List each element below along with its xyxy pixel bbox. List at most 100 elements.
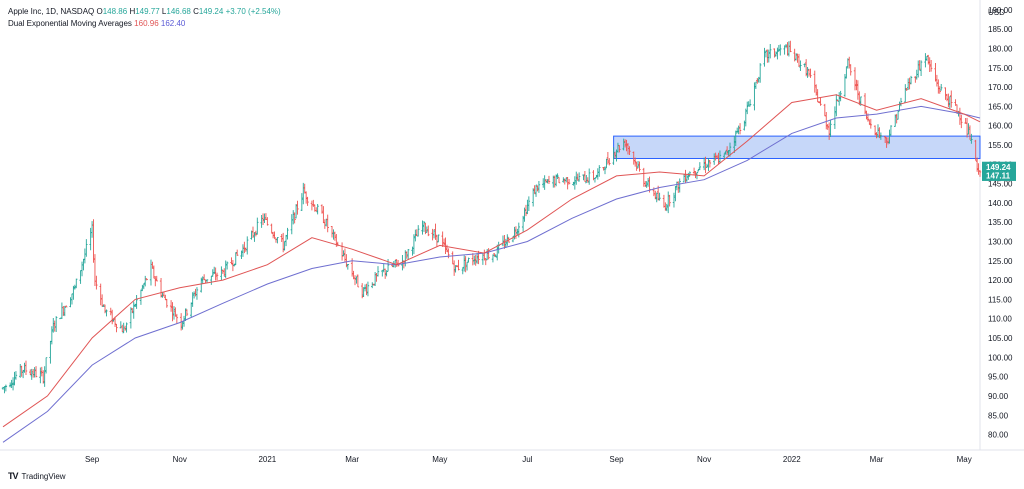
ohlc-bar (175, 313, 179, 324)
ohlc-bar (477, 250, 480, 265)
y-tick-label: 130.00 (988, 238, 1013, 247)
y-axis-unit: USD (988, 8, 1005, 17)
ohlc-bar (879, 132, 883, 140)
ohlc-bar (437, 234, 440, 243)
ohlc-bar (346, 264, 350, 270)
ohlc-bar (746, 101, 749, 115)
ohlc-bar (593, 177, 597, 183)
ohlc-bar (678, 178, 681, 193)
y-tick-label: 155.00 (988, 141, 1013, 150)
ohlc-bar (135, 294, 138, 309)
ohlc-bar (938, 86, 941, 94)
legend-open: 148.86 (102, 7, 128, 16)
ohlc-bar (235, 249, 239, 256)
ohlc-bar (537, 181, 541, 193)
ohlc-bar (577, 172, 581, 182)
ohlc-bar (779, 44, 782, 56)
y-tick-label: 180.00 (988, 44, 1013, 53)
ohlc-bar (658, 192, 661, 201)
ohlc-bar (835, 94, 838, 117)
ohlc-bar (14, 371, 18, 380)
ohlc-bar (246, 236, 249, 255)
ohlc-bar (708, 159, 712, 168)
y-tick-label: 85.00 (988, 411, 1009, 420)
legend-low-label: L (161, 7, 167, 16)
ohlc-bar (427, 225, 430, 237)
ohlc-bar (598, 165, 601, 177)
ohlc-bar (628, 146, 631, 155)
x-tick-label: Sep (609, 455, 624, 464)
ohlc-bar (34, 366, 38, 378)
ohlc-bar (211, 269, 214, 277)
ohlc-bar (125, 322, 128, 333)
ohlc-bar (929, 60, 933, 72)
ohlc-bar (454, 265, 457, 273)
legend-high: 149.77 (135, 7, 160, 16)
ohlc-bar (527, 196, 531, 212)
ema-slow-line (2, 105, 981, 443)
chart-legend: Apple Inc, 1D, NASDAQ O148.86 H149.77 L1… (8, 6, 281, 30)
ohlc-bar (950, 90, 953, 108)
ohlc-bar (809, 68, 812, 78)
y-tick-label: 145.00 (988, 180, 1013, 189)
ohlc-bar (115, 323, 118, 333)
ohlc-bar (849, 64, 852, 76)
legend-close-label: C (193, 7, 199, 16)
ohlc-bar (567, 178, 571, 185)
ohlc-bar (829, 119, 832, 137)
x-tick-label: Nov (697, 455, 711, 464)
ohlc-bar (940, 83, 943, 91)
price-label-badge (982, 169, 1016, 181)
ohlc-bar (326, 214, 329, 233)
ohlc-bar (638, 161, 641, 172)
x-tick-label: Nov (173, 455, 187, 464)
ohlc-bar (110, 309, 114, 325)
legend-ema-fast: 160.96 (134, 19, 159, 28)
price-label-text: 147.11 (986, 171, 1011, 180)
y-tick-label: 120.00 (988, 276, 1013, 285)
legend-symbol: Apple Inc, 1D, NASDAQ (8, 7, 95, 16)
ohlc-bar (487, 248, 490, 260)
y-tick-label: 105.00 (988, 334, 1013, 343)
ohlc-bar (113, 316, 117, 328)
brand-name: TradingView (21, 471, 66, 481)
ohlc-bar (306, 196, 309, 206)
ohlc-bar (286, 227, 289, 240)
y-tick-label: 175.00 (988, 64, 1013, 73)
ohlc-bar (714, 152, 717, 161)
ohlc-bar (534, 184, 538, 197)
ohlc-bar (547, 175, 551, 185)
ohlc-bar (24, 360, 28, 376)
ohlc-bar (960, 114, 963, 129)
ohlc-bar (165, 298, 168, 308)
ohlc-bar (406, 248, 410, 260)
ohlc-bar (618, 145, 621, 153)
ohlc-bar (95, 275, 98, 290)
ohlc-bar (256, 217, 259, 235)
ohlc-bar (970, 133, 973, 144)
price-label-text: 149.24 (986, 163, 1011, 172)
legend-low: 146.68 (166, 7, 191, 16)
y-tick-label: 90.00 (988, 392, 1009, 401)
ohlc-bar (603, 166, 607, 175)
x-tick-label: Jul (522, 455, 532, 464)
price-label-badge (982, 161, 1016, 173)
ohlc-bar (184, 308, 187, 322)
tradingview-brand[interactable]: TV TradingView (8, 471, 66, 481)
ohlc-bar (819, 97, 822, 106)
ohlc-bar (457, 259, 460, 271)
y-tick-label: 100.00 (988, 353, 1013, 362)
ohlc-bar (556, 173, 559, 180)
legend-change: +3.70 (+2.54%) (225, 7, 281, 16)
ohlc-bar (758, 63, 762, 83)
ohlc-bar (718, 150, 722, 163)
y-tick-label: 80.00 (988, 431, 1009, 440)
ohlc-bar (889, 125, 893, 136)
ohlc-bar (698, 162, 702, 171)
ohlc-bar (376, 266, 380, 277)
ohlc-bar (155, 275, 158, 282)
ohlc-bar (869, 118, 873, 129)
ohlc-bar (225, 261, 229, 270)
